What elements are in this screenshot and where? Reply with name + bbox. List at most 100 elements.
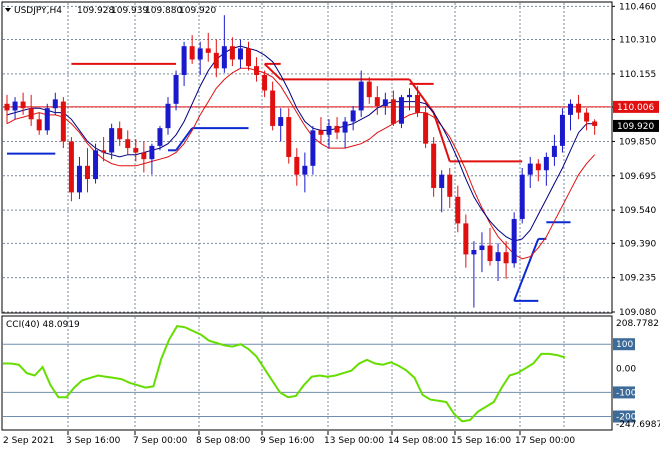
x-tick-label: 3 Sep 16:00 (66, 436, 121, 446)
candle-body (28, 108, 34, 120)
candle[interactable] (85, 148, 90, 193)
candle-body (149, 145, 155, 160)
candle[interactable] (93, 143, 99, 184)
candle[interactable] (527, 156, 533, 188)
candle[interactable] (165, 97, 171, 135)
candle[interactable] (173, 70, 179, 111)
candle[interactable] (310, 125, 316, 175)
candle[interactable] (133, 139, 139, 162)
candle[interactable] (286, 108, 292, 164)
candle[interactable] (551, 134, 557, 166)
candle[interactable] (52, 92, 58, 115)
candle-body (415, 94, 421, 113)
low-value: 109.880 (145, 6, 182, 16)
candle-body (479, 245, 485, 250)
candle[interactable] (463, 214, 469, 268)
candle[interactable] (511, 212, 517, 268)
candle-body (278, 117, 284, 126)
candle[interactable] (479, 232, 485, 273)
candle[interactable] (12, 97, 18, 120)
candle[interactable] (543, 152, 549, 186)
candle[interactable] (519, 168, 525, 224)
candle[interactable] (262, 70, 268, 98)
candle-body (36, 119, 42, 131)
candle[interactable] (302, 152, 308, 193)
candle[interactable] (350, 106, 356, 131)
candle-body (366, 81, 372, 98)
candle-body (181, 46, 187, 75)
candle[interactable] (117, 121, 123, 146)
candle[interactable] (254, 57, 260, 82)
candle[interactable] (237, 39, 243, 69)
candle[interactable] (423, 106, 429, 149)
candle[interactable] (592, 119, 598, 135)
candle[interactable] (157, 125, 163, 151)
candle[interactable] (181, 41, 187, 87)
candle[interactable] (342, 117, 348, 149)
candle[interactable] (471, 241, 477, 308)
x-tick-label: 7 Sep 00:00 (133, 436, 188, 446)
candle-body (439, 174, 445, 188)
candle[interactable] (270, 81, 276, 131)
candle[interactable] (398, 94, 404, 129)
candle-body (109, 128, 115, 153)
candle[interactable] (101, 137, 107, 162)
candle[interactable] (149, 143, 155, 175)
candle-body (551, 145, 557, 157)
candle[interactable] (382, 92, 388, 115)
candle-body (423, 112, 429, 144)
candle[interactable] (28, 94, 34, 126)
candle-layer[interactable] (4, 15, 598, 308)
candle-body (270, 90, 276, 126)
candle[interactable] (487, 227, 493, 266)
candle[interactable] (439, 170, 445, 213)
candle[interactable] (109, 123, 115, 160)
candle[interactable] (576, 94, 582, 120)
candle[interactable] (390, 90, 396, 126)
candle[interactable] (447, 168, 453, 208)
candle[interactable] (213, 39, 219, 78)
candle[interactable] (535, 159, 541, 182)
candle[interactable] (141, 141, 147, 173)
candle[interactable] (20, 92, 26, 115)
candle[interactable] (455, 185, 461, 233)
candle[interactable] (68, 137, 74, 202)
candle[interactable] (197, 41, 203, 75)
candle[interactable] (358, 70, 364, 118)
candle[interactable] (4, 94, 10, 124)
candle[interactable] (229, 37, 235, 67)
x-tick-label: 13 Sep 00:00 (324, 436, 384, 446)
candle[interactable] (44, 103, 50, 135)
candle[interactable] (221, 15, 227, 73)
candle[interactable] (76, 156, 82, 200)
candle[interactable] (431, 137, 437, 197)
candle-body (4, 103, 10, 111)
candle[interactable] (205, 32, 211, 62)
candle[interactable] (374, 86, 380, 115)
candle[interactable] (294, 148, 300, 186)
candle-body (85, 165, 90, 180)
candle[interactable] (366, 77, 372, 104)
price-badge (613, 100, 659, 113)
candle[interactable] (246, 41, 251, 71)
candle[interactable] (125, 130, 131, 155)
candle[interactable] (559, 108, 565, 153)
candle[interactable] (326, 119, 332, 149)
candle[interactable] (189, 35, 195, 64)
candle[interactable] (318, 117, 324, 144)
candle[interactable] (584, 108, 590, 131)
candle[interactable] (36, 112, 42, 135)
dropdown-triangle-icon[interactable] (5, 8, 11, 12)
candle[interactable] (407, 88, 412, 111)
candle[interactable] (278, 108, 284, 142)
candle[interactable] (503, 241, 509, 279)
candle[interactable] (60, 97, 66, 149)
candle[interactable] (568, 99, 573, 131)
candle[interactable] (495, 243, 501, 281)
candle[interactable] (334, 117, 340, 140)
candle[interactable] (415, 86, 421, 118)
candle-body (93, 150, 99, 180)
candle-body (20, 101, 26, 109)
